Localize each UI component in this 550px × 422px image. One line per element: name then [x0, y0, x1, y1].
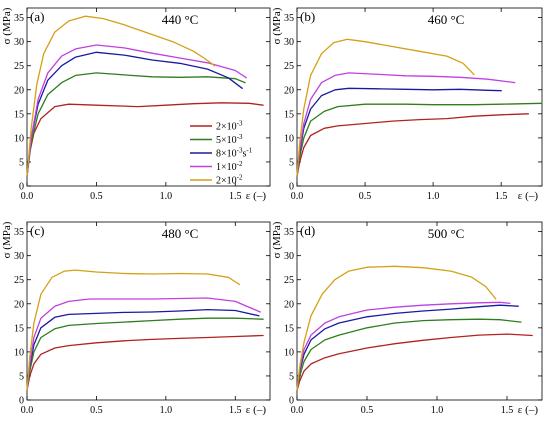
panel-label: (d): [300, 223, 315, 238]
series-line-5e-3: [26, 317, 264, 392]
x-tick-label: 1.0: [431, 405, 444, 416]
y-tick-label: 25: [284, 275, 294, 286]
legend-label-2e-3: 2×10-3: [216, 120, 243, 133]
y-tick-label: 30: [14, 251, 24, 262]
y-tick-label: 35: [14, 13, 24, 24]
x-tick-label: 0.0: [21, 405, 34, 416]
legend-label-8e-3: 8×10-3s-1: [216, 147, 253, 160]
x-tick-label: 1.5: [229, 191, 242, 202]
panel-label: (a): [30, 9, 44, 24]
legend: 2×10-35×10-38×10-3s-11×10-22×10-2: [190, 120, 253, 187]
y-tick-label: 35: [284, 13, 294, 24]
panel-c: 0 5 10 15 20 25 30 35 0.0 0.5 1.0 1.5 σ (MPa) ε (–) (c…: [1, 221, 271, 416]
x-axis-label: ε (–): [246, 404, 267, 416]
series-line-1e-2: [26, 297, 261, 392]
y-tick-label: 10: [284, 347, 294, 358]
y-tick-label: 15: [14, 109, 24, 120]
series-line-2e-2: [296, 38, 475, 178]
x-tick-label: 1.0: [160, 191, 173, 202]
y-axis-label: σ (MPa): [1, 7, 13, 44]
x-tick-label: 1.0: [160, 405, 173, 416]
y-tick-label: 35: [284, 227, 294, 238]
y-axis-label: σ (MPa): [271, 221, 283, 258]
y-axis-label: σ (MPa): [1, 221, 13, 258]
temperature-label: 440 °C: [162, 12, 199, 27]
series-line-1e-2: [296, 72, 516, 178]
y-tick-label: 15: [14, 323, 24, 334]
series-line-2e-2: [296, 265, 497, 392]
x-axis-label: ε (–): [518, 190, 539, 202]
series-line-5e-3: [296, 102, 543, 178]
y-axis-label: σ (MPa): [271, 7, 283, 44]
panel-label: (c): [30, 223, 44, 238]
x-tick-label: 0.5: [359, 191, 372, 202]
x-tick-label: 1.5: [229, 405, 242, 416]
plot-frame: [26, 7, 271, 187]
legend-label-5e-3: 5×10-3: [216, 133, 243, 146]
y-tick-label: 5: [19, 371, 24, 382]
series-line-8e-3: [26, 308, 260, 392]
y-tick-label: 25: [284, 61, 294, 72]
series-line-8e-3: [26, 51, 243, 178]
y-tick-label: 5: [289, 157, 294, 168]
x-tick-label: 1.5: [501, 405, 514, 416]
x-tick-label: 0.0: [291, 405, 304, 416]
series-line-8e-3: [296, 87, 502, 178]
series-line-1e-2: [26, 44, 248, 178]
series-line-2e-3: [296, 333, 533, 392]
temperature-label: 500 °C: [428, 226, 465, 241]
y-tick-label: 20: [14, 85, 24, 96]
y-tick-label: 0: [19, 396, 24, 407]
x-tick-label: 1.5: [495, 191, 508, 202]
y-tick-label: 0: [289, 182, 294, 193]
series-line-5e-3: [296, 318, 522, 392]
y-tick-label: 30: [284, 37, 294, 48]
y-tick-label: 5: [19, 157, 24, 168]
temperature-label: 460 °C: [428, 12, 465, 27]
y-tick-label: 20: [284, 299, 294, 310]
panel-b: 0 5 10 15 20 25 30 35 0.0 0.5 1.0 1.5 σ (MPa) ε (–) (b…: [271, 7, 543, 202]
x-axis-label: ε (–): [246, 190, 267, 202]
y-tick-label: 0: [289, 396, 294, 407]
y-tick-label: 10: [14, 347, 24, 358]
temperature-label: 480 °C: [162, 226, 199, 241]
x-tick-label: 1.0: [427, 191, 440, 202]
y-tick-label: 30: [14, 37, 24, 48]
x-tick-label: 0.5: [90, 191, 103, 202]
y-tick-label: 20: [14, 299, 24, 310]
panel-d: 0 5 10 15 20 25 30 35 0.0 0.5 1.0 1.5 σ (MPa) ε (–) (d…: [271, 221, 543, 416]
legend-label-2e-2: 2×10-2: [216, 174, 243, 187]
panel-label: (b): [300, 9, 315, 24]
y-tick-label: 25: [14, 275, 24, 286]
x-tick-label: 0.0: [21, 191, 34, 202]
y-tick-label: 5: [289, 371, 294, 382]
plot-frame: [296, 221, 543, 401]
x-axis-label: ε (–): [518, 404, 539, 416]
series-line-2e-3: [296, 113, 530, 178]
series-line-2e-3: [26, 334, 264, 392]
series-line-2e-2: [26, 15, 216, 178]
y-tick-label: 15: [284, 323, 294, 334]
plot-frame: [296, 7, 543, 187]
series-line-5e-3: [26, 72, 246, 178]
series-line-2e-2: [26, 269, 241, 392]
panel-a: 0 5 10 15 20 25 30 35 0.0 0.5 1.0 1.5 σ (MPa) ε (–) (a…: [1, 7, 271, 202]
x-tick-label: 0.5: [90, 405, 103, 416]
x-tick-label: 0.5: [361, 405, 374, 416]
y-tick-label: 30: [284, 251, 294, 262]
y-tick-label: 20: [284, 85, 294, 96]
y-tick-label: 0: [19, 182, 24, 193]
y-tick-label: 35: [14, 227, 24, 238]
y-tick-label: 15: [284, 109, 294, 120]
series-line-1e-2: [296, 301, 511, 392]
x-tick-label: 0.0: [291, 191, 304, 202]
legend-label-1e-2: 1×10-2: [216, 160, 243, 173]
y-tick-label: 25: [14, 61, 24, 72]
series-line-8e-3: [296, 304, 519, 392]
y-tick-label: 10: [14, 133, 24, 144]
plot-frame: [26, 221, 271, 401]
y-tick-label: 10: [284, 133, 294, 144]
